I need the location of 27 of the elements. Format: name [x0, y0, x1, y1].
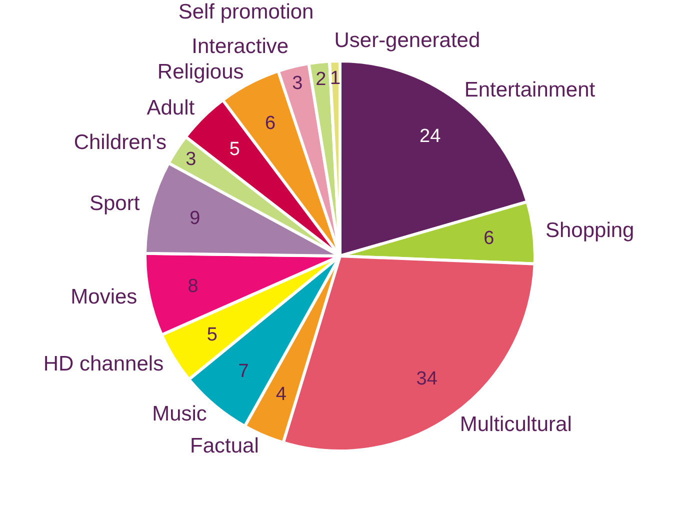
slice-label: Multicultural — [460, 412, 572, 436]
slice-label: Self promotion — [178, 0, 314, 24]
slice-label: Children's — [74, 131, 167, 154]
data-label: 5 — [206, 324, 218, 346]
data-label: 34 — [416, 368, 438, 390]
slice-label: Religious — [157, 60, 244, 84]
slice-label: Adult — [146, 96, 195, 120]
slice-label: User-generated — [334, 29, 480, 52]
slice-label: Movies — [70, 285, 138, 308]
slice-label: Entertainment — [464, 78, 596, 102]
slice-label: Music — [152, 402, 207, 426]
slice-label: HD channels — [43, 352, 164, 376]
data-label: 2 — [316, 69, 326, 90]
data-label: 9 — [190, 208, 200, 230]
data-label: 6 — [484, 228, 494, 249]
slice-label: Factual — [190, 434, 259, 458]
slice-label: Sport — [89, 192, 140, 215]
data-label: 5 — [229, 139, 240, 160]
slice-label: Interactive — [192, 35, 289, 58]
slice-label: Shopping — [545, 219, 634, 242]
data-label: 8 — [188, 276, 198, 298]
data-label: 3 — [292, 73, 303, 94]
data-label: 4 — [276, 384, 287, 405]
data-label: 24 — [420, 126, 442, 148]
data-label: 6 — [265, 113, 276, 134]
data-label: 7 — [238, 360, 249, 382]
data-label: 3 — [186, 148, 196, 170]
